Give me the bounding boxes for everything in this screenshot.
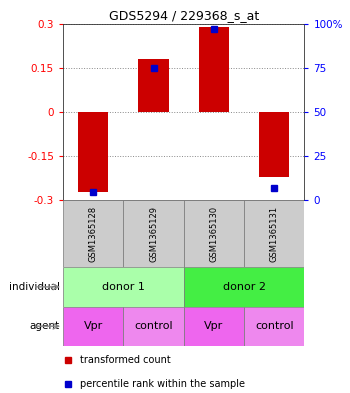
Text: control: control <box>134 321 173 331</box>
Text: Vpr: Vpr <box>204 321 224 331</box>
Text: agent: agent <box>30 321 60 331</box>
Bar <box>78 112 108 191</box>
Bar <box>184 267 304 307</box>
Text: control: control <box>255 321 294 331</box>
Bar <box>123 200 184 267</box>
Text: Vpr: Vpr <box>84 321 103 331</box>
Bar <box>244 200 304 267</box>
Text: donor 1: donor 1 <box>102 282 145 292</box>
Text: GSM1365128: GSM1365128 <box>89 206 98 262</box>
Bar <box>199 27 229 112</box>
Bar <box>184 200 244 267</box>
Bar <box>123 307 184 346</box>
Bar <box>63 307 123 346</box>
Bar <box>244 307 304 346</box>
Text: percentile rank within the sample: percentile rank within the sample <box>80 378 245 389</box>
Bar <box>139 59 169 112</box>
Text: transformed count: transformed count <box>80 355 171 365</box>
Text: individual: individual <box>9 282 60 292</box>
Text: GSM1365129: GSM1365129 <box>149 206 158 262</box>
Bar <box>63 267 184 307</box>
Bar <box>184 307 244 346</box>
Title: GDS5294 / 229368_s_at: GDS5294 / 229368_s_at <box>108 9 259 22</box>
Text: GSM1365131: GSM1365131 <box>270 206 279 262</box>
Text: donor 2: donor 2 <box>223 282 266 292</box>
Text: GSM1365130: GSM1365130 <box>209 206 218 262</box>
Bar <box>259 112 289 177</box>
Bar <box>63 200 123 267</box>
